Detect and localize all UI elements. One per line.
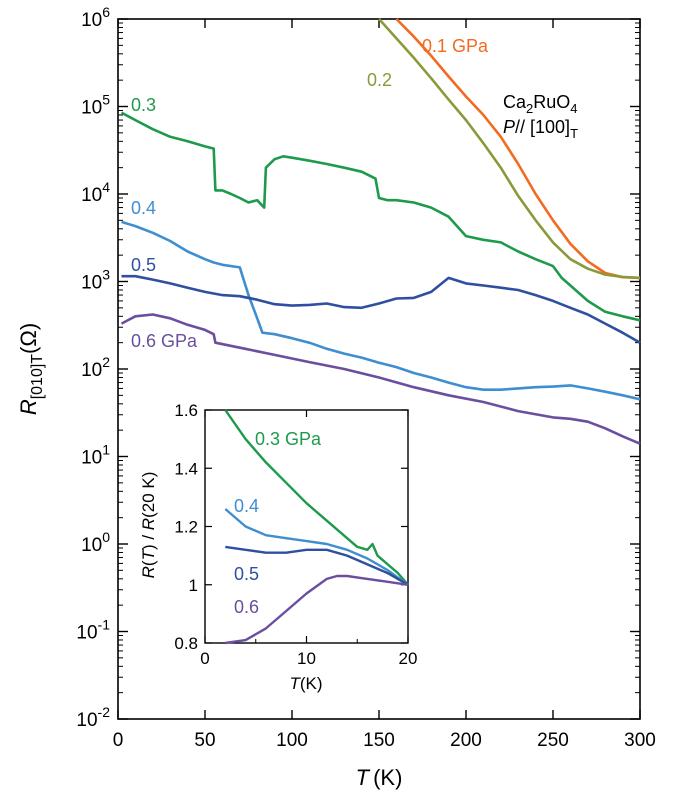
main-series-group	[120, 18, 641, 445]
y-tick-label: 104	[81, 179, 110, 206]
y-tick-label: 100	[81, 529, 110, 556]
formula-sub-2: 2	[526, 101, 533, 116]
x-tick-label: 150	[363, 730, 395, 751]
svg-text:P// [100]T: P// [100]T	[503, 117, 578, 141]
series-label-0.2: 0.2	[367, 70, 392, 90]
formula-sub-4: 4	[570, 101, 577, 116]
inset-x-tick-label: 0	[200, 649, 209, 668]
y-tick-label: 10-1	[76, 617, 110, 644]
inset-label-0.6: 0.6	[234, 597, 259, 617]
inset-series-group	[224, 409, 409, 645]
formula-ca: Ca	[503, 92, 527, 112]
y-tick-label: 101	[81, 442, 110, 469]
inset-y-tick-label: 1.2	[174, 518, 198, 537]
inset-x-tick-label: 10	[297, 649, 316, 668]
y-tick-label: 102	[81, 354, 110, 381]
inset-label-0.5: 0.5	[234, 564, 259, 584]
y-axis-label: R[010]T(Ω)	[16, 323, 46, 415]
x-tick-label: 200	[450, 730, 482, 751]
series-label-0.5: 0.5	[131, 255, 156, 275]
series-label-0.4: 0.4	[131, 198, 156, 218]
formula-ruo: RuO	[533, 92, 570, 112]
series-line	[378, 18, 641, 280]
series-label-0.3: 0.3	[131, 95, 156, 115]
y-tick-label: 106	[81, 4, 110, 31]
pressure-direction: // [100]	[515, 117, 570, 137]
inset-x-tick-label: 20	[399, 649, 418, 668]
series-label-0.1: 0.1 GPa	[422, 36, 489, 56]
inset-x-axis-label: T(K)	[289, 674, 322, 693]
inset-series-line	[224, 409, 409, 586]
series-line	[120, 111, 641, 322]
series-label-0.6: 0.6 GPa	[131, 331, 198, 351]
inset-y-tick-label: 1.6	[174, 401, 198, 420]
y-tick-label: 105	[81, 92, 110, 119]
inset-series-line	[224, 508, 409, 586]
inset-y-tick-label: 0.8	[174, 634, 198, 653]
pressure-direction-sub: T	[570, 126, 578, 141]
inset-series-line	[225, 574, 409, 645]
main-axis-ticks: 0 50 100 150 200 250 30010-210-110010110210310…	[76, 4, 655, 751]
inset-y-tick-label: 1	[189, 576, 198, 595]
inset-y-tick-label: 1.4	[174, 459, 198, 478]
x-tick-label: 0	[113, 730, 124, 751]
series-line	[395, 18, 641, 280]
inset-series-labels: 0.3 GPa 0.4 0.5 0.6	[234, 429, 322, 617]
inset-y-axis-label: R(T) / R(20 K)	[139, 472, 158, 579]
inset-axis-ticks: 0 10 20 0.8 1 1.2 1.4 1.6	[174, 401, 417, 668]
inset-label-0.4: 0.4	[234, 496, 259, 516]
x-axis-label: T (K)	[356, 765, 403, 790]
pressure-var: P	[503, 117, 515, 137]
series-line	[121, 220, 641, 401]
x-tick-label: 50	[194, 730, 215, 751]
main-series-labels: 0.1 GPa 0.2 0.3 0.4 0.5 0.6 GPa	[131, 36, 489, 351]
x-tick-label: 300	[624, 730, 656, 751]
inset-series-line	[225, 545, 409, 586]
x-tick-label: 100	[276, 730, 308, 751]
svg-text:Ca2RuO4: Ca2RuO4	[503, 92, 578, 116]
inset-plot-background	[204, 409, 409, 644]
inset-label-0.3: 0.3 GPa	[255, 429, 322, 449]
sample-annotation: Ca2RuO4 P// [100]T	[503, 92, 578, 141]
x-tick-label: 250	[537, 730, 569, 751]
y-tick-label: 103	[81, 267, 110, 294]
y-tick-label: 10-2	[76, 704, 110, 731]
series-line	[120, 313, 641, 445]
series-line	[121, 274, 641, 344]
